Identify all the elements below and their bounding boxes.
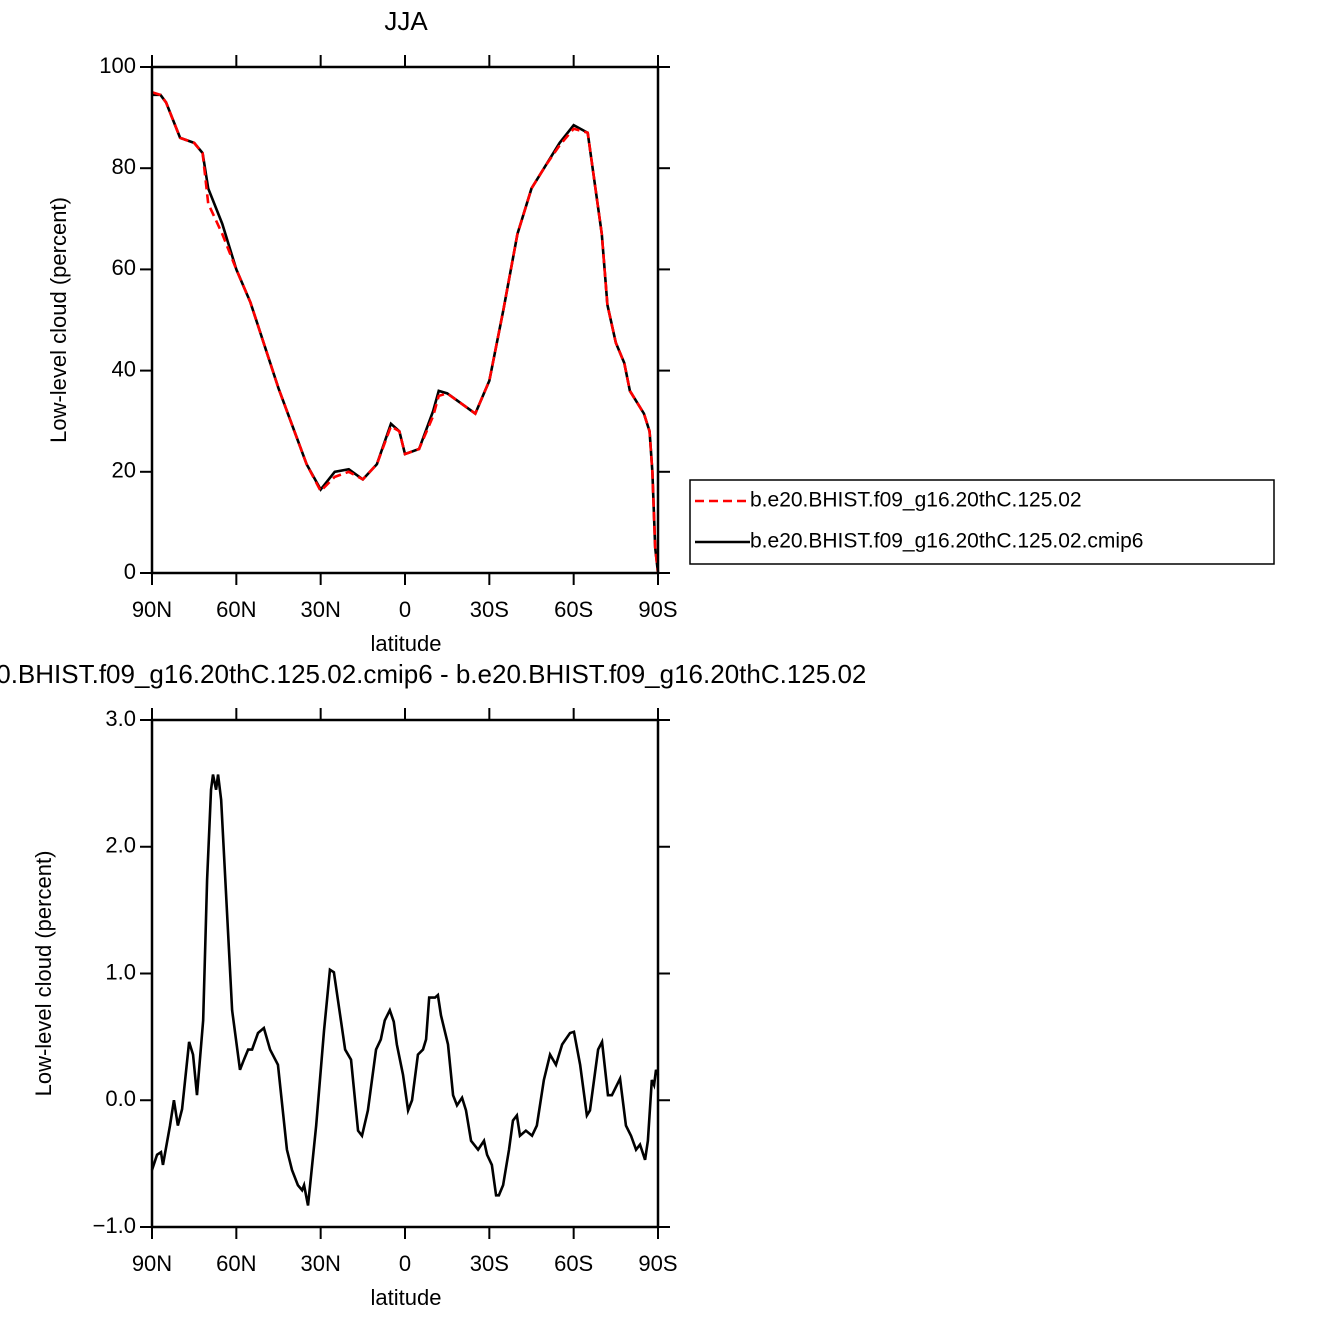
- y-tick-label: 3.0: [105, 706, 136, 731]
- x-tick-label: 90S: [638, 1251, 677, 1276]
- chart-title: JJA: [384, 6, 428, 36]
- data-line: [151, 91, 660, 574]
- y-tick-label: 2.0: [105, 833, 136, 858]
- x-tick-label: 60S: [554, 1251, 593, 1276]
- legend-label: b.e20.BHIST.f09_g16.20thC.125.02.cmip6: [750, 530, 1143, 553]
- data-line: [152, 93, 660, 574]
- chart-title: b.e20.BHIST.f09_g16.20thC.125.02.cmip6 -…: [0, 659, 866, 689]
- x-tick-label: 0: [399, 1251, 411, 1276]
- x-tick-label: 90N: [132, 1251, 172, 1276]
- x-tick-label: 60N: [216, 597, 256, 622]
- legend-label: b.e20.BHIST.f09_g16.20thC.125.02: [750, 489, 1082, 512]
- y-tick-label: 20: [112, 458, 136, 483]
- x-axis-label: latitude: [371, 631, 442, 656]
- plot-frame: [150, 65, 660, 575]
- legend-box: [689, 479, 1275, 565]
- x-tick-label: 0: [399, 597, 411, 622]
- x-tick-label: 90N: [132, 597, 172, 622]
- x-tick-label: 30N: [300, 1251, 340, 1276]
- data-line: [150, 774, 660, 1206]
- y-tick-label: 80: [112, 154, 136, 179]
- y-tick-label: −1.0: [93, 1213, 136, 1238]
- y-tick-label: 40: [112, 356, 136, 381]
- x-tick-label: 60N: [216, 1251, 256, 1276]
- y-axis-label: Low-level cloud (percent): [31, 851, 56, 1097]
- y-tick-label: 100: [99, 53, 136, 78]
- x-tick-label: 90S: [638, 597, 677, 622]
- x-tick-label: 60S: [554, 597, 593, 622]
- y-axis-label: Low-level cloud (percent): [46, 197, 71, 443]
- plot-frame: [150, 718, 660, 1229]
- y-tick-label: 0.0: [105, 1086, 136, 1111]
- y-tick-label: 60: [112, 255, 136, 280]
- y-tick-label: 1.0: [105, 959, 136, 984]
- y-tick-label: 0: [124, 559, 136, 584]
- x-tick-label: 30S: [470, 597, 509, 622]
- x-tick-label: 30N: [300, 597, 340, 622]
- x-tick-label: 30S: [470, 1251, 509, 1276]
- x-axis-label: latitude: [371, 1285, 442, 1310]
